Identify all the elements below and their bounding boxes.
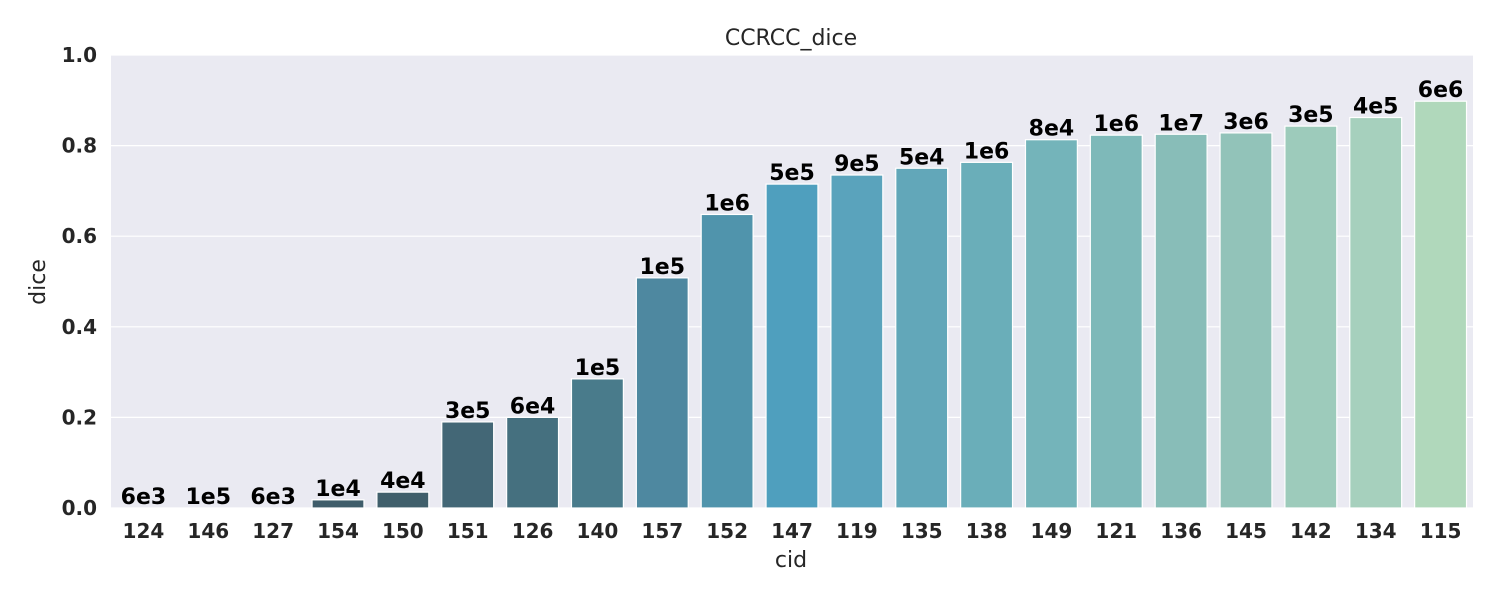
chart-title: CCRCC_dice <box>725 26 857 51</box>
x-tick-label: 134 <box>1355 519 1397 543</box>
bar-value-label: 9e5 <box>834 152 880 177</box>
x-tick-label: 157 <box>641 519 683 543</box>
bar-145 <box>1219 132 1273 509</box>
bar-value-label: 4e5 <box>1353 95 1399 120</box>
bar-135 <box>895 167 949 509</box>
bar-value-label: 6e3 <box>250 485 296 510</box>
x-axis-ticks: 124 146 127 154 150 151 126 140 157 152 147 119 135 1… <box>123 519 1462 543</box>
bar-value-label: 3e5 <box>445 399 491 424</box>
x-tick-label: 119 <box>836 519 878 543</box>
bar-140 <box>570 378 624 509</box>
y-tick-label: 0.4 <box>62 315 97 339</box>
y-tick-label: 0.8 <box>62 134 97 158</box>
x-tick-label: 146 <box>187 519 229 543</box>
bar-151 <box>441 421 495 509</box>
bar-121 <box>1089 134 1143 509</box>
x-tick-label: 149 <box>1031 519 1073 543</box>
bar-value-label: 1e5 <box>575 356 621 381</box>
bar-value-label: 5e5 <box>769 161 815 186</box>
x-tick-label: 127 <box>252 519 294 543</box>
x-tick-label: 147 <box>771 519 813 543</box>
bar-value-label: 5e4 <box>899 145 945 170</box>
x-tick-label: 135 <box>901 519 943 543</box>
bar-value-label: 3e6 <box>1223 110 1269 135</box>
x-tick-label: 142 <box>1290 519 1332 543</box>
bar-value-label: 4e4 <box>380 469 426 494</box>
x-tick-label: 151 <box>447 519 489 543</box>
bar-126 <box>506 416 560 509</box>
bar-119 <box>830 174 884 509</box>
x-tick-label: 121 <box>1095 519 1137 543</box>
x-tick-label: 126 <box>512 519 554 543</box>
bar-150 <box>376 491 430 509</box>
bar-138 <box>960 161 1014 509</box>
bar-value-label: 1e6 <box>1094 112 1140 137</box>
x-tick-label: 124 <box>123 519 165 543</box>
bar-value-label: 1e5 <box>186 485 232 510</box>
bar-142 <box>1284 125 1338 509</box>
y-tick-label: 1.0 <box>62 43 97 67</box>
bar-value-label: 6e3 <box>121 485 167 510</box>
x-tick-label: 138 <box>966 519 1008 543</box>
bar-value-label: 1e6 <box>704 191 750 216</box>
bars <box>311 100 1468 509</box>
x-tick-label: 154 <box>317 519 359 543</box>
bar-value-labels: 6e3 1e5 6e3 1e4 4e4 3e5 6e4 1e5 1e5 1e6 5e5 9e5 5e4 1… <box>121 78 1464 510</box>
bar-value-label: 6e4 <box>510 394 556 419</box>
bar-value-label: 1e6 <box>964 139 1010 164</box>
bar-149 <box>1024 139 1078 509</box>
bar-value-label: 8e4 <box>1029 117 1075 142</box>
x-tick-label: 136 <box>1160 519 1202 543</box>
bar-147 <box>765 183 819 509</box>
bar-value-label: 1e4 <box>315 477 361 502</box>
y-tick-label: 0.2 <box>62 405 97 429</box>
bar-136 <box>1154 133 1208 509</box>
x-tick-label: 150 <box>382 519 424 543</box>
y-tick-label: 0.6 <box>62 224 97 248</box>
bar-value-label: 3e5 <box>1288 103 1334 128</box>
bar-value-label: 1e7 <box>1158 111 1204 136</box>
bar-152 <box>700 213 754 509</box>
x-tick-label: 145 <box>1225 519 1267 543</box>
bar-115 <box>1414 100 1468 509</box>
bar-154 <box>311 499 365 509</box>
y-tick-label: 0.0 <box>62 496 97 520</box>
y-axis-ticks: 0.0 0.2 0.4 0.6 0.8 1.0 <box>62 43 97 520</box>
x-tick-label: 152 <box>706 519 748 543</box>
y-axis-label: dice <box>26 259 51 305</box>
bar-134 <box>1349 116 1403 509</box>
x-tick-label: 115 <box>1420 519 1462 543</box>
x-axis-label: cid <box>775 548 807 573</box>
bar-value-label: 1e5 <box>640 255 686 280</box>
bar-157 <box>635 277 689 509</box>
x-tick-label: 140 <box>577 519 619 543</box>
bar-value-label: 6e6 <box>1418 78 1464 103</box>
